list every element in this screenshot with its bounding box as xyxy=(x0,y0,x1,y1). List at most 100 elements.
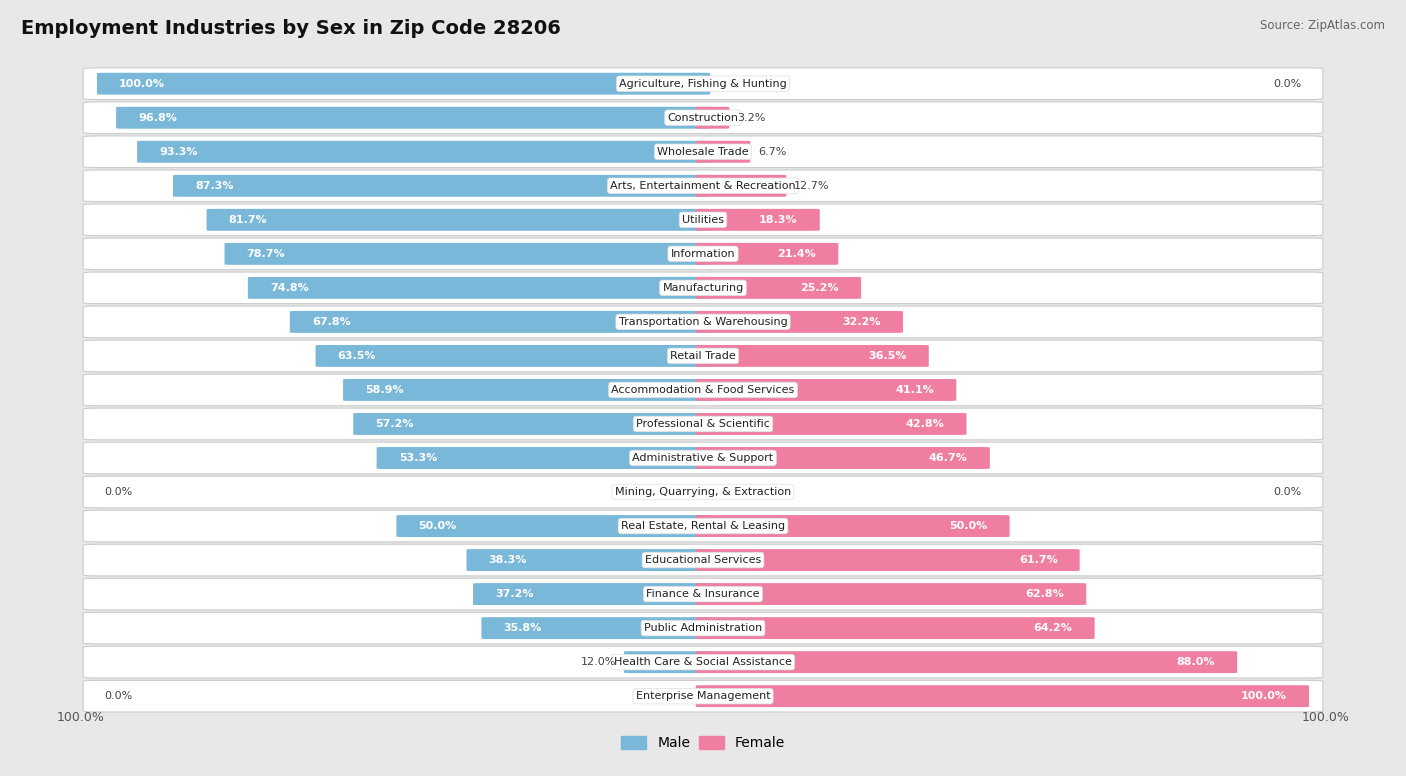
FancyBboxPatch shape xyxy=(696,277,860,299)
FancyBboxPatch shape xyxy=(83,681,1323,712)
Text: 81.7%: 81.7% xyxy=(229,215,267,225)
FancyBboxPatch shape xyxy=(377,447,710,469)
Text: Administrative & Support: Administrative & Support xyxy=(633,453,773,463)
FancyBboxPatch shape xyxy=(83,102,1323,133)
Text: Public Administration: Public Administration xyxy=(644,623,762,633)
Text: 100.0%: 100.0% xyxy=(1302,711,1350,724)
FancyBboxPatch shape xyxy=(696,209,820,230)
Text: 12.0%: 12.0% xyxy=(581,657,616,667)
FancyBboxPatch shape xyxy=(207,209,710,230)
Text: Accommodation & Food Services: Accommodation & Food Services xyxy=(612,385,794,395)
Text: Retail Trade: Retail Trade xyxy=(671,351,735,361)
Text: 61.7%: 61.7% xyxy=(1019,555,1057,565)
FancyBboxPatch shape xyxy=(696,140,751,163)
FancyBboxPatch shape xyxy=(696,651,1237,673)
FancyBboxPatch shape xyxy=(472,583,710,605)
FancyBboxPatch shape xyxy=(83,374,1323,406)
Text: Source: ZipAtlas.com: Source: ZipAtlas.com xyxy=(1260,19,1385,33)
Text: Utilities: Utilities xyxy=(682,215,724,225)
FancyBboxPatch shape xyxy=(696,447,990,469)
FancyBboxPatch shape xyxy=(696,413,966,435)
Text: Wholesale Trade: Wholesale Trade xyxy=(657,147,749,157)
Text: 12.7%: 12.7% xyxy=(794,181,830,191)
FancyBboxPatch shape xyxy=(97,73,710,95)
FancyBboxPatch shape xyxy=(696,311,903,333)
FancyBboxPatch shape xyxy=(83,612,1323,644)
FancyBboxPatch shape xyxy=(83,136,1323,168)
Text: 57.2%: 57.2% xyxy=(375,419,413,429)
Text: 100.0%: 100.0% xyxy=(120,78,165,88)
Text: 42.8%: 42.8% xyxy=(905,419,945,429)
Text: 37.2%: 37.2% xyxy=(495,589,534,599)
Text: 87.3%: 87.3% xyxy=(195,181,233,191)
Text: 36.5%: 36.5% xyxy=(868,351,907,361)
Text: 3.2%: 3.2% xyxy=(737,113,765,123)
FancyBboxPatch shape xyxy=(83,646,1323,678)
Legend: Male, Female: Male, Female xyxy=(616,731,790,756)
FancyBboxPatch shape xyxy=(83,408,1323,440)
Text: 58.9%: 58.9% xyxy=(366,385,404,395)
FancyBboxPatch shape xyxy=(624,651,710,673)
Text: 46.7%: 46.7% xyxy=(929,453,967,463)
Text: 38.3%: 38.3% xyxy=(489,555,527,565)
FancyBboxPatch shape xyxy=(173,175,710,197)
Text: 18.3%: 18.3% xyxy=(759,215,797,225)
Text: Manufacturing: Manufacturing xyxy=(662,283,744,293)
Text: 0.0%: 0.0% xyxy=(104,487,132,497)
FancyBboxPatch shape xyxy=(83,306,1323,338)
Text: 6.7%: 6.7% xyxy=(758,147,786,157)
FancyBboxPatch shape xyxy=(83,170,1323,202)
Text: Agriculture, Fishing & Hunting: Agriculture, Fishing & Hunting xyxy=(619,78,787,88)
FancyBboxPatch shape xyxy=(696,107,730,129)
FancyBboxPatch shape xyxy=(83,272,1323,303)
Text: Educational Services: Educational Services xyxy=(645,555,761,565)
FancyBboxPatch shape xyxy=(83,476,1323,508)
FancyBboxPatch shape xyxy=(315,345,710,367)
Text: Employment Industries by Sex in Zip Code 28206: Employment Industries by Sex in Zip Code… xyxy=(21,19,561,38)
FancyBboxPatch shape xyxy=(83,544,1323,576)
Text: 100.0%: 100.0% xyxy=(56,711,104,724)
Text: Real Estate, Rental & Leasing: Real Estate, Rental & Leasing xyxy=(621,521,785,531)
FancyBboxPatch shape xyxy=(353,413,710,435)
Text: Arts, Entertainment & Recreation: Arts, Entertainment & Recreation xyxy=(610,181,796,191)
FancyBboxPatch shape xyxy=(83,578,1323,610)
FancyBboxPatch shape xyxy=(696,549,1080,571)
FancyBboxPatch shape xyxy=(481,617,710,639)
FancyBboxPatch shape xyxy=(467,549,710,571)
FancyBboxPatch shape xyxy=(696,583,1087,605)
Text: 25.2%: 25.2% xyxy=(800,283,839,293)
FancyBboxPatch shape xyxy=(290,311,710,333)
Text: 0.0%: 0.0% xyxy=(1274,487,1302,497)
Text: Construction: Construction xyxy=(668,113,738,123)
FancyBboxPatch shape xyxy=(138,140,710,163)
Text: 21.4%: 21.4% xyxy=(778,249,815,259)
Text: 78.7%: 78.7% xyxy=(246,249,285,259)
Text: 0.0%: 0.0% xyxy=(1274,78,1302,88)
FancyBboxPatch shape xyxy=(83,442,1323,474)
Text: Mining, Quarrying, & Extraction: Mining, Quarrying, & Extraction xyxy=(614,487,792,497)
FancyBboxPatch shape xyxy=(247,277,710,299)
Text: 88.0%: 88.0% xyxy=(1177,657,1215,667)
Text: 93.3%: 93.3% xyxy=(159,147,198,157)
FancyBboxPatch shape xyxy=(343,379,710,401)
FancyBboxPatch shape xyxy=(83,204,1323,236)
Text: 62.8%: 62.8% xyxy=(1025,589,1064,599)
Text: Enterprise Management: Enterprise Management xyxy=(636,691,770,702)
FancyBboxPatch shape xyxy=(696,175,786,197)
FancyBboxPatch shape xyxy=(696,617,1095,639)
Text: Transportation & Warehousing: Transportation & Warehousing xyxy=(619,317,787,327)
FancyBboxPatch shape xyxy=(225,243,710,265)
FancyBboxPatch shape xyxy=(696,379,956,401)
Text: 50.0%: 50.0% xyxy=(949,521,987,531)
Text: Finance & Insurance: Finance & Insurance xyxy=(647,589,759,599)
Text: 0.0%: 0.0% xyxy=(104,691,132,702)
Text: 74.8%: 74.8% xyxy=(270,283,309,293)
FancyBboxPatch shape xyxy=(696,243,838,265)
FancyBboxPatch shape xyxy=(117,107,710,129)
Text: 96.8%: 96.8% xyxy=(138,113,177,123)
Text: 53.3%: 53.3% xyxy=(399,453,437,463)
Text: 35.8%: 35.8% xyxy=(503,623,541,633)
Text: 32.2%: 32.2% xyxy=(842,317,880,327)
FancyBboxPatch shape xyxy=(396,515,710,537)
FancyBboxPatch shape xyxy=(83,238,1323,270)
